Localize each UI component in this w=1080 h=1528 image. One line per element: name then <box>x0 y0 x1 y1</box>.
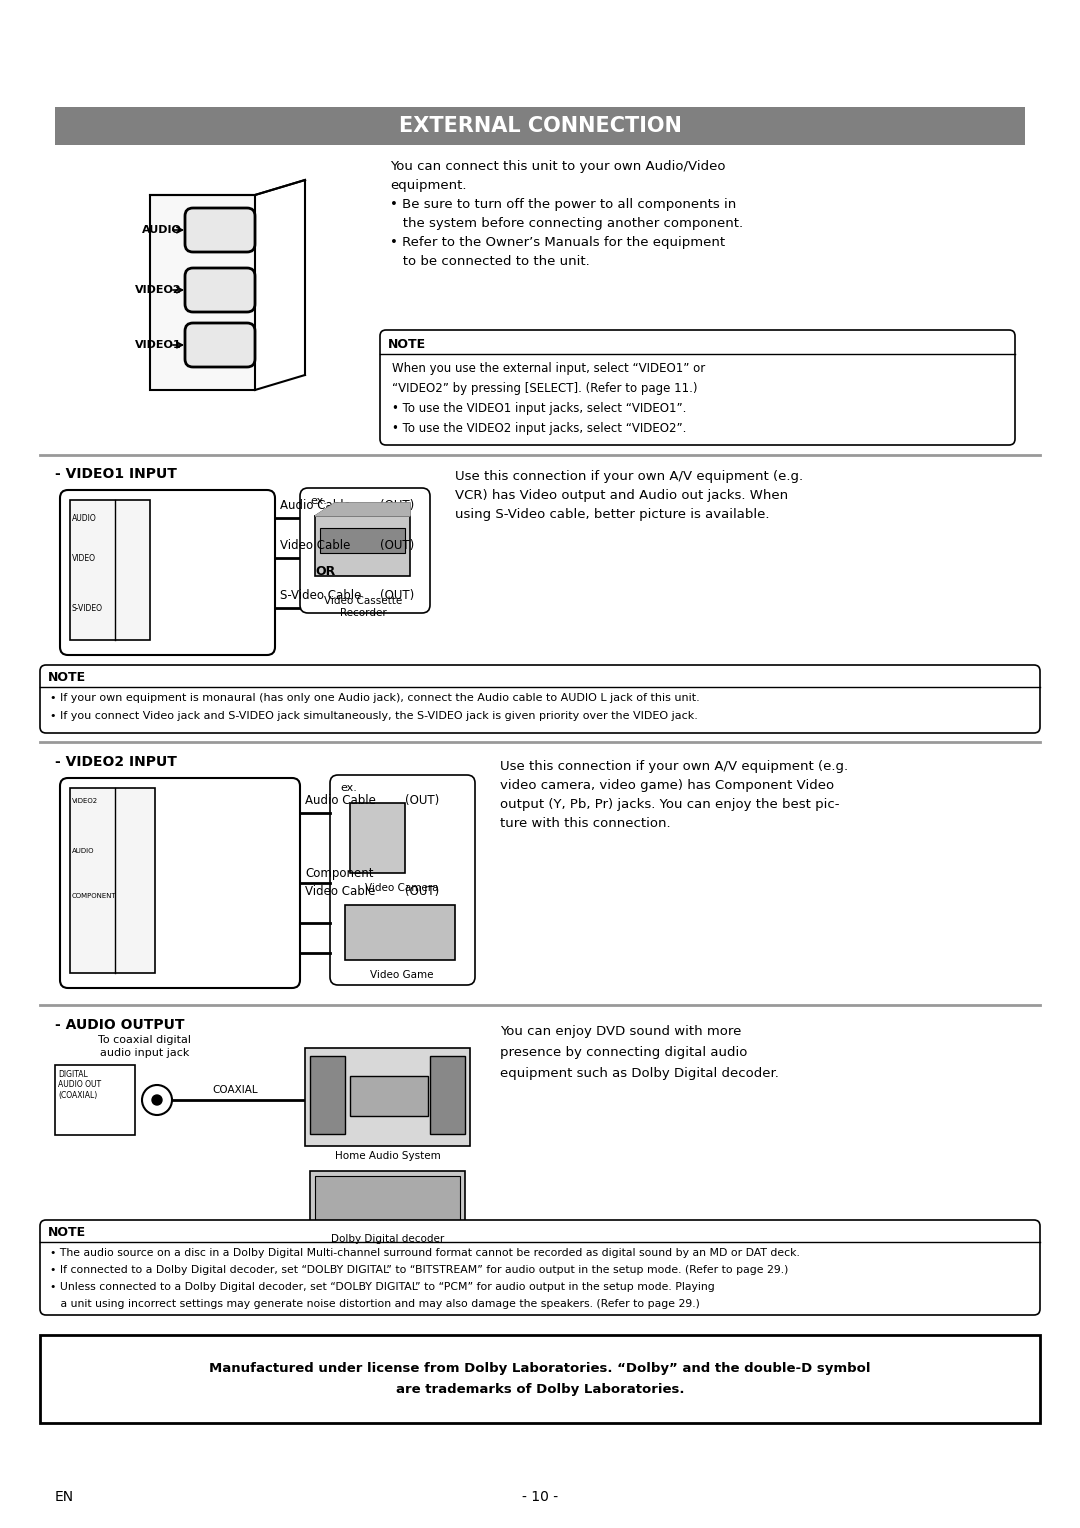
Text: VIDEO1: VIDEO1 <box>135 341 183 350</box>
Text: S-VIDEO: S-VIDEO <box>72 604 103 613</box>
Text: Use this connection if your own A/V equipment (e.g.
VCR) has Video output and Au: Use this connection if your own A/V equi… <box>455 471 804 521</box>
Text: Video Game: Video Game <box>370 970 434 979</box>
FancyBboxPatch shape <box>330 775 475 986</box>
Bar <box>150 196 255 390</box>
Text: Recorder: Recorder <box>339 608 387 617</box>
Circle shape <box>94 604 102 613</box>
FancyBboxPatch shape <box>60 778 300 989</box>
FancyBboxPatch shape <box>300 487 430 613</box>
Text: Component: Component <box>305 866 374 880</box>
Text: • To use the VIDEO2 input jacks, select “VIDEO2”.: • To use the VIDEO2 input jacks, select … <box>392 422 687 435</box>
Circle shape <box>131 918 139 927</box>
Bar <box>70 500 150 640</box>
Circle shape <box>131 843 139 853</box>
Bar <box>345 905 455 960</box>
Text: To coaxial digital
audio input jack: To coaxial digital audio input jack <box>98 1034 191 1059</box>
Bar <box>350 804 405 872</box>
Text: EN: EN <box>55 1490 75 1504</box>
Bar <box>70 788 156 973</box>
Text: Video Cassette: Video Cassette <box>324 596 402 607</box>
Text: When you use the external input, select “VIDEO1” or: When you use the external input, select … <box>392 362 705 374</box>
Bar <box>55 107 1025 145</box>
Text: NOTE: NOTE <box>388 338 427 351</box>
Text: VIDEO2: VIDEO2 <box>72 798 98 804</box>
Bar <box>350 1076 428 1115</box>
Bar <box>40 1335 1040 1423</box>
FancyBboxPatch shape <box>185 267 255 312</box>
Text: You can enjoy DVD sound with more
presence by connecting digital audio
equipment: You can enjoy DVD sound with more presen… <box>500 1025 779 1080</box>
Text: DIGITAL
AUDIO OUT
(COAXIAL): DIGITAL AUDIO OUT (COAXIAL) <box>58 1070 102 1100</box>
FancyBboxPatch shape <box>60 490 275 656</box>
Text: “VIDEO2” by pressing [SELECT]. (Refer to page 11.): “VIDEO2” by pressing [SELECT]. (Refer to… <box>392 382 698 396</box>
Polygon shape <box>315 503 410 516</box>
Text: Manufactured under license from Dolby Laboratories. “Dolby” and the double-D sym: Manufactured under license from Dolby La… <box>210 1361 870 1397</box>
Bar <box>310 1170 465 1229</box>
Text: • If your own equipment is monaural (has only one Audio jack), connect the Audio: • If your own equipment is monaural (has… <box>50 694 700 703</box>
Text: EXTERNAL CONNECTION: EXTERNAL CONNECTION <box>399 116 681 136</box>
Text: Dolby Digital decoder: Dolby Digital decoder <box>330 1235 444 1244</box>
FancyBboxPatch shape <box>40 665 1040 733</box>
Bar <box>310 1056 345 1134</box>
Text: COAXIAL: COAXIAL <box>212 1085 258 1096</box>
FancyBboxPatch shape <box>185 322 255 367</box>
Text: • To use the VIDEO1 input jacks, select “VIDEO1”.: • To use the VIDEO1 input jacks, select … <box>392 402 687 416</box>
Text: - VIDEO1 INPUT: - VIDEO1 INPUT <box>55 468 177 481</box>
Circle shape <box>152 1096 162 1105</box>
Text: • If you connect Video jack and S-VIDEO jack simultaneously, the S-VIDEO jack is: • If you connect Video jack and S-VIDEO … <box>50 711 698 721</box>
Bar <box>305 1048 470 1146</box>
Text: AUDIO: AUDIO <box>143 225 183 235</box>
Text: VIDEO: VIDEO <box>72 553 96 562</box>
Text: ex.: ex. <box>340 782 356 793</box>
Text: ex.: ex. <box>310 497 327 506</box>
Text: (OUT): (OUT) <box>405 795 440 807</box>
Text: Use this connection if your own A/V equipment (e.g.
video camera, video game) ha: Use this connection if your own A/V equi… <box>500 759 848 830</box>
Text: VIDEO2: VIDEO2 <box>135 286 183 295</box>
FancyBboxPatch shape <box>380 330 1015 445</box>
Bar <box>315 1177 460 1224</box>
Text: Audio Cable: Audio Cable <box>280 500 351 512</box>
Text: OR: OR <box>315 565 335 578</box>
Text: - VIDEO2 INPUT: - VIDEO2 INPUT <box>55 755 177 769</box>
Text: - 10 -: - 10 - <box>522 1490 558 1504</box>
Text: COMPONENT: COMPONENT <box>72 892 117 898</box>
Text: • If connected to a Dolby Digital decoder, set “DOLBY DIGITAL” to “BITSTREAM” fo: • If connected to a Dolby Digital decode… <box>50 1265 788 1274</box>
Circle shape <box>94 555 102 562</box>
Bar <box>55 1065 135 1135</box>
Text: (OUT): (OUT) <box>380 500 415 512</box>
Text: AUDIO: AUDIO <box>72 848 95 854</box>
Text: • The audio source on a disc in a Dolby Digital Multi-channel surround format ca: • The audio source on a disc in a Dolby … <box>50 1248 800 1258</box>
Text: (OUT): (OUT) <box>405 885 440 898</box>
Text: Video Camera: Video Camera <box>365 883 438 892</box>
Text: AUDIO: AUDIO <box>72 513 97 523</box>
FancyBboxPatch shape <box>40 1219 1040 1316</box>
Circle shape <box>131 808 139 817</box>
Text: (OUT): (OUT) <box>380 588 415 602</box>
Circle shape <box>131 879 139 886</box>
FancyBboxPatch shape <box>185 208 255 252</box>
Text: a unit using incorrect settings may generate noise distortion and may also damag: a unit using incorrect settings may gene… <box>50 1299 700 1309</box>
Text: Video Cable: Video Cable <box>305 885 376 898</box>
Text: Video Cable: Video Cable <box>280 539 350 552</box>
Text: - AUDIO OUTPUT: - AUDIO OUTPUT <box>55 1018 185 1031</box>
Text: S-Video Cable: S-Video Cable <box>280 588 362 602</box>
Circle shape <box>131 949 139 957</box>
Bar <box>315 516 410 576</box>
Text: You can connect this unit to your own Audio/Video
equipment.
• Be sure to turn o: You can connect this unit to your own Au… <box>390 160 743 267</box>
Circle shape <box>94 513 102 523</box>
Text: (OUT): (OUT) <box>380 539 415 552</box>
Bar <box>320 529 405 553</box>
Text: • Unless connected to a Dolby Digital decoder, set “DOLBY DIGITAL” to “PCM” for : • Unless connected to a Dolby Digital de… <box>50 1282 715 1293</box>
Bar <box>430 1056 465 1134</box>
Text: NOTE: NOTE <box>48 1225 86 1239</box>
Text: NOTE: NOTE <box>48 671 86 685</box>
Text: Audio Cable: Audio Cable <box>305 795 376 807</box>
Text: Home Audio System: Home Audio System <box>335 1151 441 1161</box>
